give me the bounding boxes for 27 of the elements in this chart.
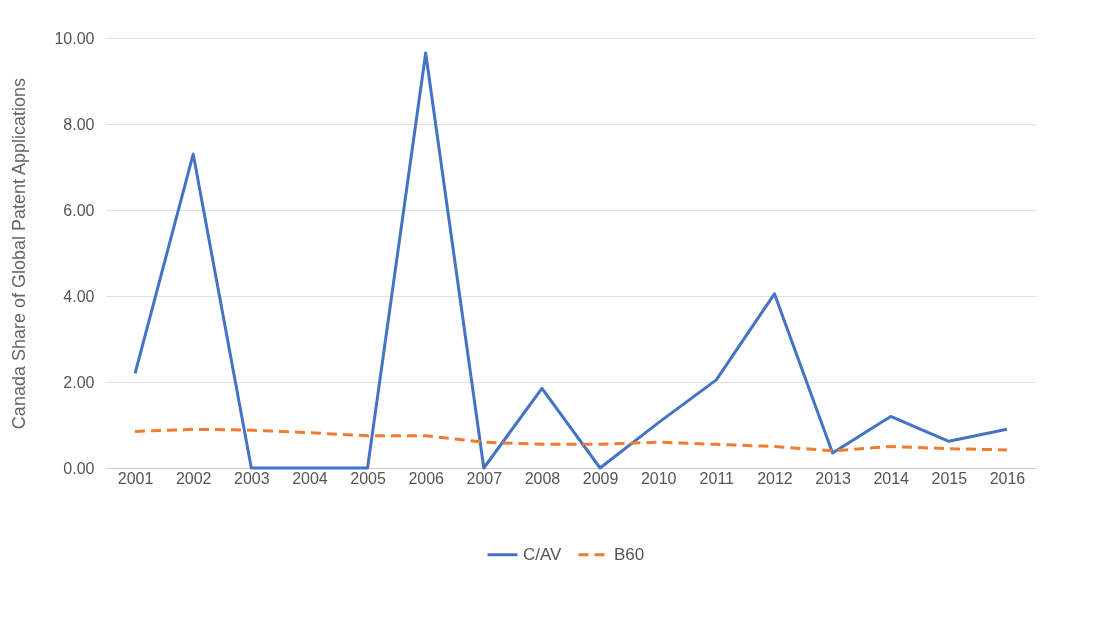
x-tick-label: 2015	[931, 469, 968, 487]
x-tick-label: 2001	[117, 469, 154, 487]
x-tick-label: 2004	[292, 469, 328, 487]
y-axis-title: Canada Share of Global Patent Applications	[9, 77, 30, 430]
x-tick-label: 2012	[757, 469, 793, 487]
x-tick-label: 2016	[989, 469, 1026, 487]
y-tick-label: 2.00	[63, 373, 95, 391]
x-tick-label: 2005	[350, 469, 386, 487]
x-tick-label: 2010	[640, 469, 677, 487]
x-tick-label: 2002	[175, 469, 212, 487]
y-tick-label: 10.00	[54, 29, 95, 47]
x-tick-label: 2008	[524, 469, 561, 487]
x-tick-label: 2003	[234, 469, 270, 487]
y-tick-label: 8.00	[63, 115, 95, 133]
x-tick-label: 2007	[466, 469, 503, 487]
y-tick-label: 6.00	[63, 201, 95, 219]
y-tick-label: 0.00	[63, 459, 95, 477]
x-tick-label: 2011	[699, 469, 735, 487]
legend-label: B60	[614, 544, 645, 564]
legend-label: C/AV	[523, 544, 563, 564]
x-tick-label: 2013	[815, 469, 851, 487]
x-tick-label: 2014	[873, 469, 910, 487]
x-tick-label: 2009	[582, 469, 619, 487]
x-tick-label: 2006	[408, 469, 445, 487]
line-series	[133, 51, 1009, 470]
y-tick-label: 4.00	[63, 287, 95, 305]
line-series	[133, 427, 1009, 453]
